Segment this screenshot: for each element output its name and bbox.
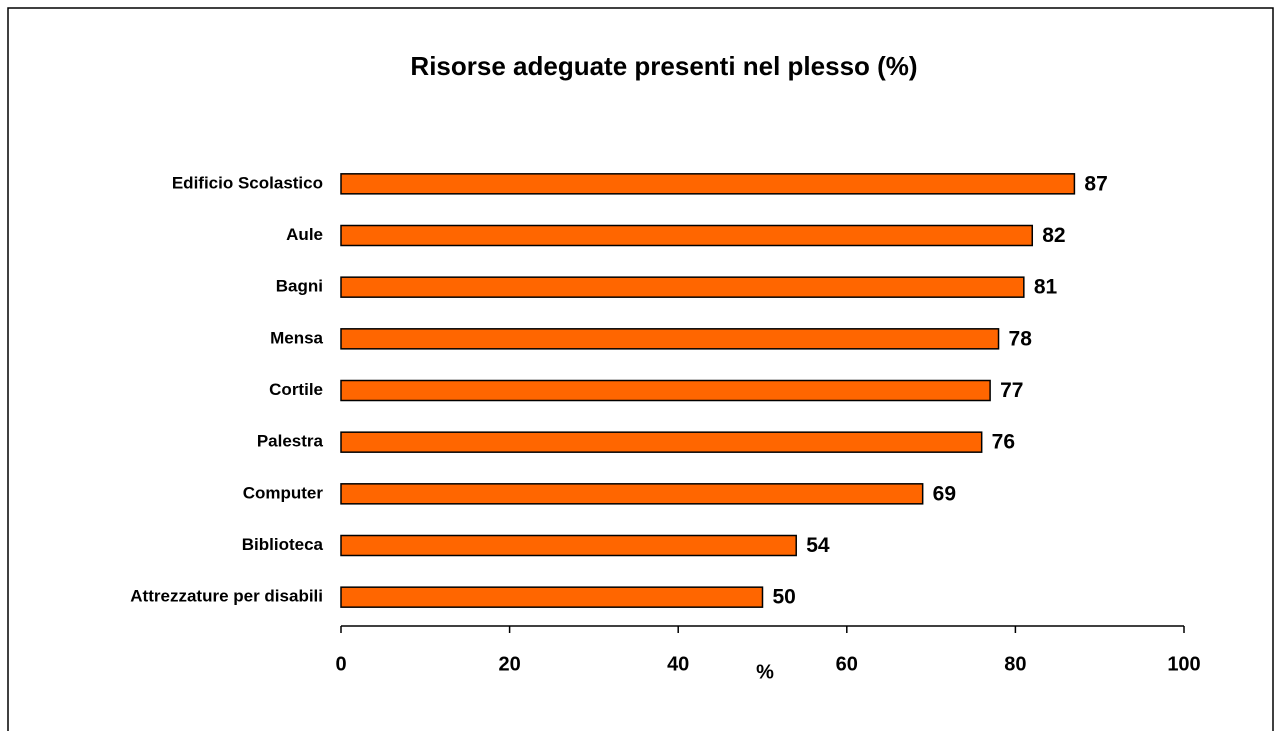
bar bbox=[340, 483, 924, 505]
bar bbox=[340, 586, 764, 608]
y-tick-label: Biblioteca bbox=[242, 535, 324, 554]
x-axis-label: % bbox=[756, 661, 774, 683]
x-tick-label: 100 bbox=[1167, 653, 1200, 675]
x-tick-label: 20 bbox=[498, 653, 520, 675]
y-tick-label: Bagni bbox=[276, 277, 323, 296]
y-tick-label: Cortile bbox=[269, 380, 323, 399]
chart-frame bbox=[7, 7, 1274, 731]
y-tick-label: Palestra bbox=[257, 432, 324, 451]
bar bbox=[340, 534, 797, 557]
value-label: 77 bbox=[1000, 379, 1023, 402]
bar bbox=[340, 224, 1034, 247]
x-tick-label: 60 bbox=[836, 653, 858, 675]
value-label: 81 bbox=[1034, 276, 1058, 299]
bar bbox=[340, 173, 1076, 195]
value-label: 54 bbox=[806, 534, 830, 557]
bar bbox=[340, 431, 983, 453]
value-label: 50 bbox=[773, 586, 796, 609]
y-tick-label: Mensa bbox=[270, 328, 323, 347]
chart-title: Risorse adeguate presenti nel plesso (%) bbox=[410, 51, 917, 81]
value-label: 69 bbox=[933, 482, 956, 505]
bar bbox=[340, 276, 1025, 298]
y-tick-label: Aule bbox=[286, 225, 323, 244]
value-label: 87 bbox=[1084, 172, 1107, 195]
x-tick-label: 40 bbox=[667, 653, 689, 675]
bar bbox=[340, 379, 991, 402]
y-tick-label: Edificio Scolastico bbox=[172, 173, 323, 192]
x-tick-label: 80 bbox=[1004, 653, 1026, 675]
value-label: 76 bbox=[992, 431, 1015, 454]
value-label: 78 bbox=[1009, 327, 1033, 350]
value-label: 82 bbox=[1042, 224, 1065, 247]
x-tick-label: 0 bbox=[335, 653, 346, 675]
y-tick-label: Computer bbox=[243, 483, 324, 502]
bar bbox=[340, 328, 1000, 350]
y-tick-label: Attrezzature per disabili bbox=[130, 587, 323, 606]
